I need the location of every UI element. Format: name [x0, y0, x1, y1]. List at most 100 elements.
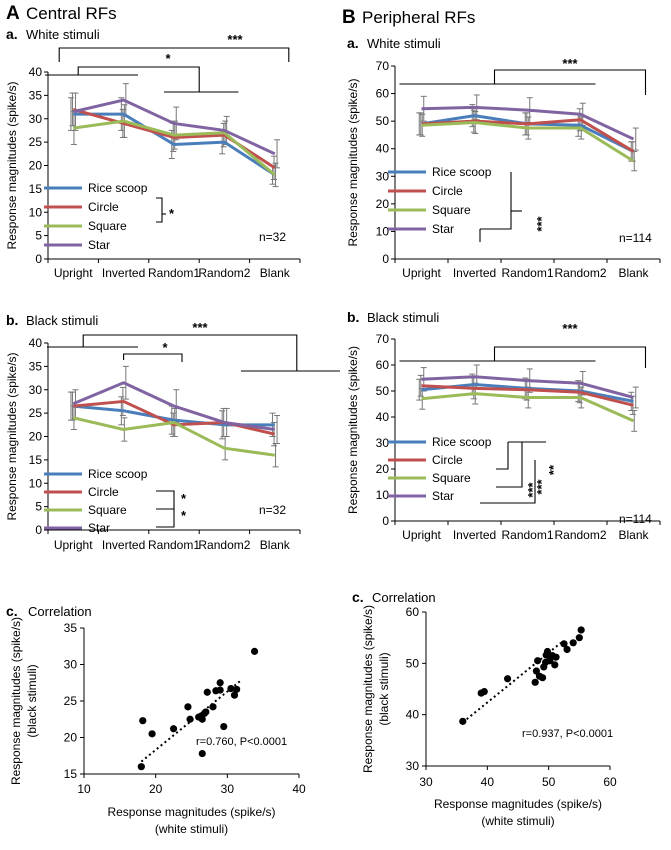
chart-B-a-ytick-label: 70 [376, 59, 390, 73]
chart-A-b-series-square [72, 416, 276, 457]
chart-A-a-n-label: n=32 [259, 230, 286, 244]
chart-B-c-label: c. [352, 589, 364, 605]
chart-B-b-significance-marker: *** [562, 321, 578, 336]
chart-A-c-ytick-label: 30 [64, 658, 78, 672]
chart-B-c-trendline [462, 642, 562, 724]
chart-A-b-xtick-label: Random1 [148, 538, 200, 552]
chart-A-a-bracket [58, 47, 290, 62]
chart-A-c-point [139, 717, 147, 725]
chart-B-c-point [531, 678, 539, 686]
chart-A-b-significance-marker: *** [192, 320, 208, 335]
chart-B-c-point [569, 639, 577, 647]
chart-B-b-bracket [493, 346, 647, 368]
chart-A-c-xtick-label: 10 [77, 782, 91, 796]
chart-B-c-xtick-label: 50 [542, 775, 556, 789]
chart-B-c-ylabel-sub: (black stimuli) [377, 652, 391, 725]
chart-A-b-significance-marker: * [181, 508, 187, 523]
chart-B-b-ytick-label: 50 [376, 384, 390, 398]
chart-B-b-series-square [421, 392, 635, 423]
chart-B-b-ytick-label: 0 [382, 514, 389, 528]
chart-B-b-ytick-label: 40 [376, 410, 390, 424]
chart-B-b-legend-label: Square [432, 471, 471, 485]
chart-A-b-significance-marker: * [181, 491, 187, 506]
chart-A-a-significance-marker: *** [227, 32, 243, 47]
chart-B-c-xlabel-sub: (white stimuli) [481, 814, 554, 828]
chart-B-b-bracket [480, 460, 536, 504]
chart-A-a-bracket [156, 197, 163, 223]
chart-A-a-legend-label: Square [88, 219, 127, 233]
chart-B-a-xtick-label: Random2 [554, 266, 606, 280]
chart-A-a-ytick-label: 10 [29, 205, 43, 219]
chart-A-b-xtick-label: Inverted [102, 538, 145, 552]
chart-A-c-point [233, 685, 241, 693]
chart-B-a-ytick-label: 40 [376, 142, 390, 156]
chart-B-b-ytick-label: 10 [376, 488, 390, 502]
chart-B-a-legend-label: Square [432, 203, 471, 217]
chart-B-c-point [563, 645, 571, 654]
chart-B-a-legend-label: Rice scoop [432, 165, 492, 179]
chart-B-b-label: b. [347, 309, 359, 325]
chart-B-b-series-star [421, 375, 634, 399]
chart-A-a-xtick-label: Blank [260, 266, 291, 280]
chart-A-b-legend-label: Circle [88, 485, 119, 499]
chart-A-b-ytick-label: 15 [29, 453, 43, 467]
chart-B-b-title: Black stimuli [367, 310, 439, 325]
chart-B-a-bracket [493, 69, 647, 95]
chart-B-a-bracket [480, 172, 512, 230]
chart-B-b-ytick-label: 30 [376, 436, 390, 450]
chart-B-a-ytick-label: 10 [376, 224, 390, 238]
chart-A-b-legend-label: Square [88, 503, 127, 517]
chart-A-b-ylabel: Response magnitudes (spike/s) [5, 352, 19, 520]
chart-B-b-significance-marker: *** [534, 478, 549, 494]
chart-A-a-ytick-label: 20 [29, 159, 43, 173]
chart-B-c-xtick-label: 40 [481, 775, 495, 789]
chart-B-a-ytick-label: 30 [376, 169, 390, 183]
chart-A-a-legend-label: Star [88, 238, 110, 252]
chart-A-a-ytick-label: 5 [35, 229, 42, 243]
chart-A-b-label: b. [6, 312, 18, 328]
chart-A-c-point [184, 703, 192, 711]
chart-A-c-ytick-label: 25 [64, 694, 78, 708]
chart-B-a-legend-label: Star [432, 222, 454, 236]
chart-A-c-point [203, 688, 211, 696]
chart-A-b-ytick-label: 10 [29, 476, 43, 490]
chart-B-a-ytick-label: 50 [376, 114, 390, 128]
chart-A-b-bracket [82, 334, 298, 371]
chart-A-b-series-circle [73, 399, 276, 436]
chart-A-c-point [230, 691, 239, 699]
chart-B-a-legend-label: Circle [432, 184, 463, 198]
chart-B-b-xtick-label: Upright [402, 528, 441, 542]
panel-A-letter: A [6, 3, 20, 24]
chart-A-c-title: Correlation [28, 604, 92, 619]
chart-B-a-series-star [421, 105, 635, 141]
chart-A-a-label: a. [6, 26, 18, 42]
chart-A-b-series-star [72, 381, 276, 431]
chart-A-a-series-rice-scoop [73, 112, 276, 177]
chart-A-a-xtick-label: Upright [54, 266, 93, 280]
chart-B-c-ylabel: Response magnitudes (spike/s) [361, 605, 375, 773]
chart-A-c-point [137, 763, 145, 771]
chart-A-b-legend-label: Star [88, 521, 110, 535]
chart-A-a-ylabel: Response magnitudes (spike/s) [5, 81, 19, 249]
chart-B-c-point [503, 675, 512, 683]
chart-B-a-label: a. [347, 35, 359, 51]
chart-A-b-ytick-label: 0 [35, 523, 42, 537]
chart-A-b-n-label: n=32 [259, 503, 286, 517]
chart-B-a-significance-marker: *** [562, 56, 578, 71]
chart-A-c-ytick-label: 35 [64, 621, 78, 635]
chart-B-a-xtick-label: Upright [402, 266, 441, 280]
panel-B-letter: B [342, 7, 356, 28]
chart-B-b-ylabel: Response magnitudes (spike/s) [346, 346, 360, 514]
chart-A-a-bracket [77, 66, 200, 92]
chart-A-c-point [220, 722, 228, 731]
chart-A-c-label: c. [6, 603, 18, 619]
chart-A-a-xtick-label: Random2 [198, 266, 250, 280]
chart-A-a-xtick-label: Inverted [102, 266, 145, 280]
chart-B-c-point [538, 674, 547, 682]
chart-B-b-significance-marker: *** [525, 481, 540, 497]
panel-A-title: Central RFs [26, 4, 117, 23]
chart-A-a-ytick-label: 30 [29, 112, 43, 126]
chart-B-b-significance-marker: ** [546, 464, 561, 475]
chart-B-c-point [577, 626, 585, 634]
